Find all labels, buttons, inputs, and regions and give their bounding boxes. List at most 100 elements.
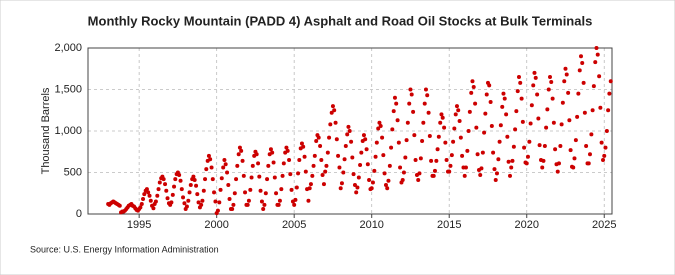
y-tick-label: 2,000 [54, 42, 82, 54]
data-point [577, 68, 582, 73]
data-point [231, 202, 236, 207]
data-point [248, 187, 253, 192]
data-point [505, 134, 510, 139]
data-point [258, 188, 263, 193]
data-point [413, 158, 418, 163]
data-point [361, 133, 366, 138]
data-point [279, 187, 284, 192]
data-point [409, 92, 414, 97]
data-point [325, 150, 330, 155]
data-point [257, 174, 262, 179]
data-point [271, 160, 276, 165]
data-point [178, 178, 183, 183]
data-point [580, 60, 585, 65]
data-point [593, 60, 598, 65]
data-point [578, 54, 583, 59]
data-point [343, 143, 348, 148]
data-point [540, 165, 545, 170]
data-point [153, 199, 158, 204]
data-point [292, 202, 297, 207]
data-point [488, 99, 493, 104]
data-point [188, 182, 193, 187]
data-point [471, 85, 476, 90]
data-point [386, 178, 391, 183]
data-point [420, 138, 425, 143]
source-note: Source: U.S. Energy Information Administ… [30, 244, 219, 254]
data-point [536, 116, 541, 121]
data-point [232, 191, 237, 196]
data-point [347, 129, 352, 133]
data-point [469, 90, 474, 95]
data-point [454, 104, 459, 109]
data-point [509, 165, 514, 170]
data-point [230, 207, 235, 212]
x-tick-label: 2010 [359, 219, 383, 231]
data-point [576, 91, 581, 96]
data-point [558, 143, 563, 148]
data-point [500, 104, 505, 109]
data-point [289, 187, 294, 192]
data-point [314, 138, 319, 143]
data-point [256, 161, 261, 166]
data-point [550, 96, 555, 101]
data-point [320, 172, 325, 177]
data-point [364, 147, 369, 152]
data-point [589, 132, 594, 137]
data-point [310, 173, 315, 178]
data-point [261, 207, 266, 212]
data-point [351, 172, 356, 177]
data-point [200, 198, 205, 203]
data-point [270, 150, 275, 155]
data-point [546, 87, 551, 92]
data-point [559, 122, 564, 127]
data-point [473, 101, 478, 106]
data-point [280, 173, 285, 178]
data-point [249, 175, 254, 180]
x-tick-label: 1995 [127, 219, 151, 231]
data-point [396, 140, 401, 145]
data-point [285, 148, 290, 153]
data-point [392, 95, 397, 100]
data-point [418, 156, 423, 161]
data-point [181, 195, 186, 200]
data-point [434, 158, 439, 163]
data-point [381, 153, 386, 158]
data-point [432, 168, 437, 173]
data-point [323, 169, 328, 174]
data-point [460, 153, 465, 158]
data-point [519, 96, 524, 101]
data-point [416, 177, 421, 182]
data-point [408, 87, 413, 92]
data-point [352, 182, 357, 187]
data-point [354, 190, 359, 195]
data-point [363, 137, 368, 142]
data-point [359, 150, 364, 155]
data-point [245, 202, 250, 207]
data-point [453, 112, 458, 117]
data-point [532, 70, 537, 75]
data-point [482, 130, 487, 135]
data-point [376, 126, 381, 131]
data-point [586, 161, 591, 166]
data-point [567, 118, 572, 123]
data-point [502, 96, 507, 101]
data-point [234, 177, 239, 182]
data-point [319, 158, 324, 163]
data-point [324, 163, 329, 168]
data-point [311, 163, 316, 168]
data-point [496, 157, 501, 162]
data-point [480, 150, 485, 155]
data-point [465, 148, 470, 153]
data-point [321, 182, 326, 187]
data-point [142, 192, 147, 197]
y-tick-label: 1,000 [54, 125, 82, 137]
data-point [457, 119, 462, 124]
data-point [297, 158, 302, 163]
data-point [287, 158, 292, 163]
data-point [227, 197, 232, 202]
data-point [602, 153, 607, 158]
data-point [272, 175, 277, 180]
data-point [448, 163, 453, 168]
data-point [139, 202, 144, 207]
